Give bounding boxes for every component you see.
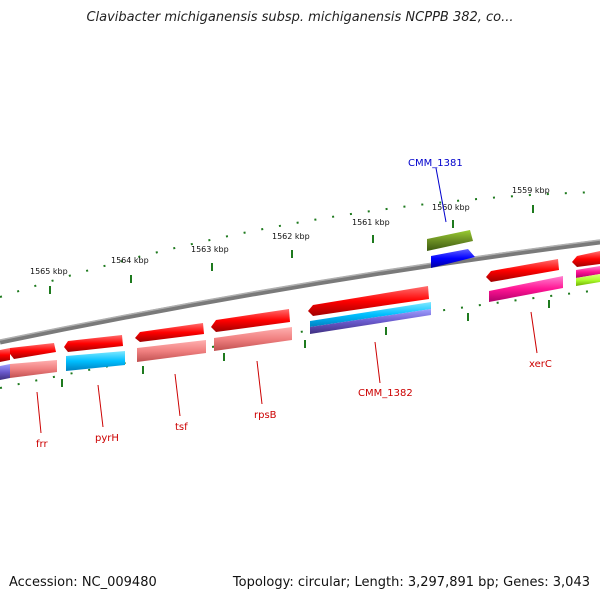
cmm1381-leader-line xyxy=(435,167,447,223)
inner-tick-ring xyxy=(0,289,600,389)
kbp-label: 1560 kbp xyxy=(432,203,470,212)
gene-label-cmm1381[interactable]: CMM_1381 xyxy=(408,158,463,169)
gene-arrow[interactable] xyxy=(486,259,559,282)
gene-arrow-cmm1381[interactable] xyxy=(431,249,475,268)
gene-label-pyrh[interactable]: pyrH xyxy=(95,433,119,444)
gene-label-cmm1382[interactable]: CMM_1382 xyxy=(358,388,413,399)
gene-labels: frr pyrH tsf rpsB CMM_1382 xerC CMM_1381 xyxy=(36,158,552,450)
kbp-label: 1562 kbp xyxy=(272,232,310,241)
genome-backbone xyxy=(0,239,600,345)
gene-arrow-cmm1381-olive[interactable] xyxy=(427,230,473,251)
major-ticks xyxy=(49,205,534,294)
kbp-label: 1559 kbp xyxy=(512,186,550,195)
gene-label-frr[interactable]: frr xyxy=(36,439,48,450)
genome-stats-text: Topology: circular; Length: 3,297,891 bp… xyxy=(232,575,590,590)
gene-arrow[interactable] xyxy=(135,323,204,342)
category-track xyxy=(0,266,600,380)
gene-arrow[interactable] xyxy=(0,348,10,362)
gene-label-rpsb[interactable]: rpsB xyxy=(254,410,277,421)
gene-arrow[interactable] xyxy=(10,343,56,359)
gene-label-xerc[interactable]: xerC xyxy=(529,359,552,370)
kbp-label: 1561 kbp xyxy=(352,218,390,227)
gene-arrow[interactable] xyxy=(64,335,123,352)
map-title: Clavibacter michiganensis subsp. michiga… xyxy=(86,10,514,25)
gene-leader-lines xyxy=(36,311,538,434)
gene-label-tsf[interactable]: tsf xyxy=(175,422,188,433)
kbp-labels: 1565 kbp 1564 kbp 1563 kbp 1562 kbp 1561… xyxy=(30,186,550,276)
gene-arrow[interactable] xyxy=(308,286,429,316)
accession-text: Accession: NC_009480 xyxy=(9,575,157,590)
forward-strand-genes xyxy=(0,251,600,362)
kbp-label: 1564 kbp xyxy=(111,256,149,265)
kbp-label: 1563 kbp xyxy=(191,245,229,254)
gene-arrow[interactable] xyxy=(572,251,600,267)
inner-major-ticks xyxy=(61,300,550,387)
scale-tick-ring xyxy=(0,191,600,298)
kbp-label: 1565 kbp xyxy=(30,267,68,276)
gene-arrow[interactable] xyxy=(211,309,290,332)
